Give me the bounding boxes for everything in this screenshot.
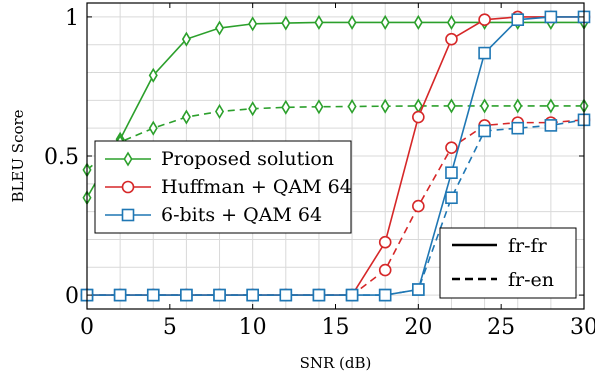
- x-tick-label: 15: [322, 315, 350, 340]
- legend-style-label: fr-fr: [508, 235, 548, 257]
- ticks: 0 5 10 15 20 25 30 0 0.5 1: [44, 3, 595, 340]
- x-tick-label: 0: [80, 315, 94, 340]
- x-tick-label: 25: [487, 315, 515, 340]
- series-line: [86, 105, 584, 171]
- data-point: [248, 16, 258, 32]
- data-point: [314, 99, 324, 115]
- data-point: [445, 191, 458, 205]
- legend-methods: Proposed solution Huffman + QAM 64 6-bits …: [94, 140, 352, 234]
- data-point: [279, 288, 293, 302]
- data-point: [445, 166, 458, 179]
- data-point: [281, 99, 291, 115]
- x-axis-label: SNR (dB): [300, 354, 372, 372]
- data-point: [180, 288, 193, 302]
- data-point: [248, 101, 258, 117]
- data-point: [347, 14, 357, 31]
- data-point: [546, 98, 556, 114]
- data-point: [148, 120, 158, 136]
- data-point: [181, 109, 191, 125]
- series-line: [87, 16, 584, 296]
- legend-styles-box: [439, 227, 577, 299]
- x-tick-label: 30: [570, 315, 595, 340]
- data-point: [480, 98, 490, 114]
- data-point: [378, 288, 392, 302]
- data-point: [146, 288, 160, 302]
- legend-marker: [121, 180, 135, 194]
- legend-style-label: fr-en: [508, 269, 554, 291]
- x-tick-label: 10: [239, 315, 267, 340]
- series-1: [82, 98, 589, 178]
- legend-styles: fr-fr fr-en: [439, 227, 577, 299]
- data-point: [345, 288, 359, 302]
- data-point: [314, 14, 324, 31]
- y-tick-label: 0.5: [44, 145, 79, 170]
- data-point: [181, 31, 191, 47]
- y-tick-label: 1: [65, 6, 79, 31]
- legend-label: Huffman + QAM 64: [161, 176, 352, 198]
- data-point: [446, 98, 456, 114]
- data-point: [445, 141, 458, 154]
- series-line: [87, 119, 585, 296]
- data-point: [511, 121, 525, 135]
- data-point: [215, 20, 225, 36]
- data-point: [380, 14, 390, 31]
- data-point: [445, 32, 458, 46]
- legend-marker: [123, 151, 133, 167]
- series-line: [86, 21, 584, 199]
- data-point: [246, 288, 259, 302]
- data-point: [446, 14, 456, 31]
- data-point: [113, 288, 127, 302]
- data-point: [213, 288, 226, 302]
- data-point: [378, 235, 392, 249]
- y-axis-label: BLEU Score: [9, 109, 27, 202]
- legend-label: 6-bits + QAM 64: [161, 204, 322, 226]
- data-point: [478, 124, 491, 138]
- legend-marker: [121, 208, 135, 222]
- data-point: [347, 98, 357, 115]
- data-point: [544, 10, 558, 24]
- data-point: [312, 288, 326, 302]
- data-point: [544, 119, 558, 132]
- data-point: [412, 110, 425, 124]
- data-point: [413, 14, 423, 31]
- data-point: [511, 13, 525, 26]
- data-point: [513, 98, 523, 114]
- data-point: [378, 263, 392, 277]
- data-point: [478, 46, 491, 60]
- legend-label: Proposed solution: [161, 148, 334, 170]
- data-point: [412, 283, 425, 296]
- data-point: [478, 13, 491, 26]
- data-point: [380, 98, 390, 114]
- data-point: [215, 103, 225, 120]
- data-point: [281, 15, 291, 31]
- data-point: [412, 199, 425, 213]
- x-tick-label: 20: [404, 315, 432, 340]
- x-tick-label: 5: [163, 315, 177, 340]
- data-point: [148, 67, 158, 83]
- y-tick-label: 0: [65, 284, 79, 309]
